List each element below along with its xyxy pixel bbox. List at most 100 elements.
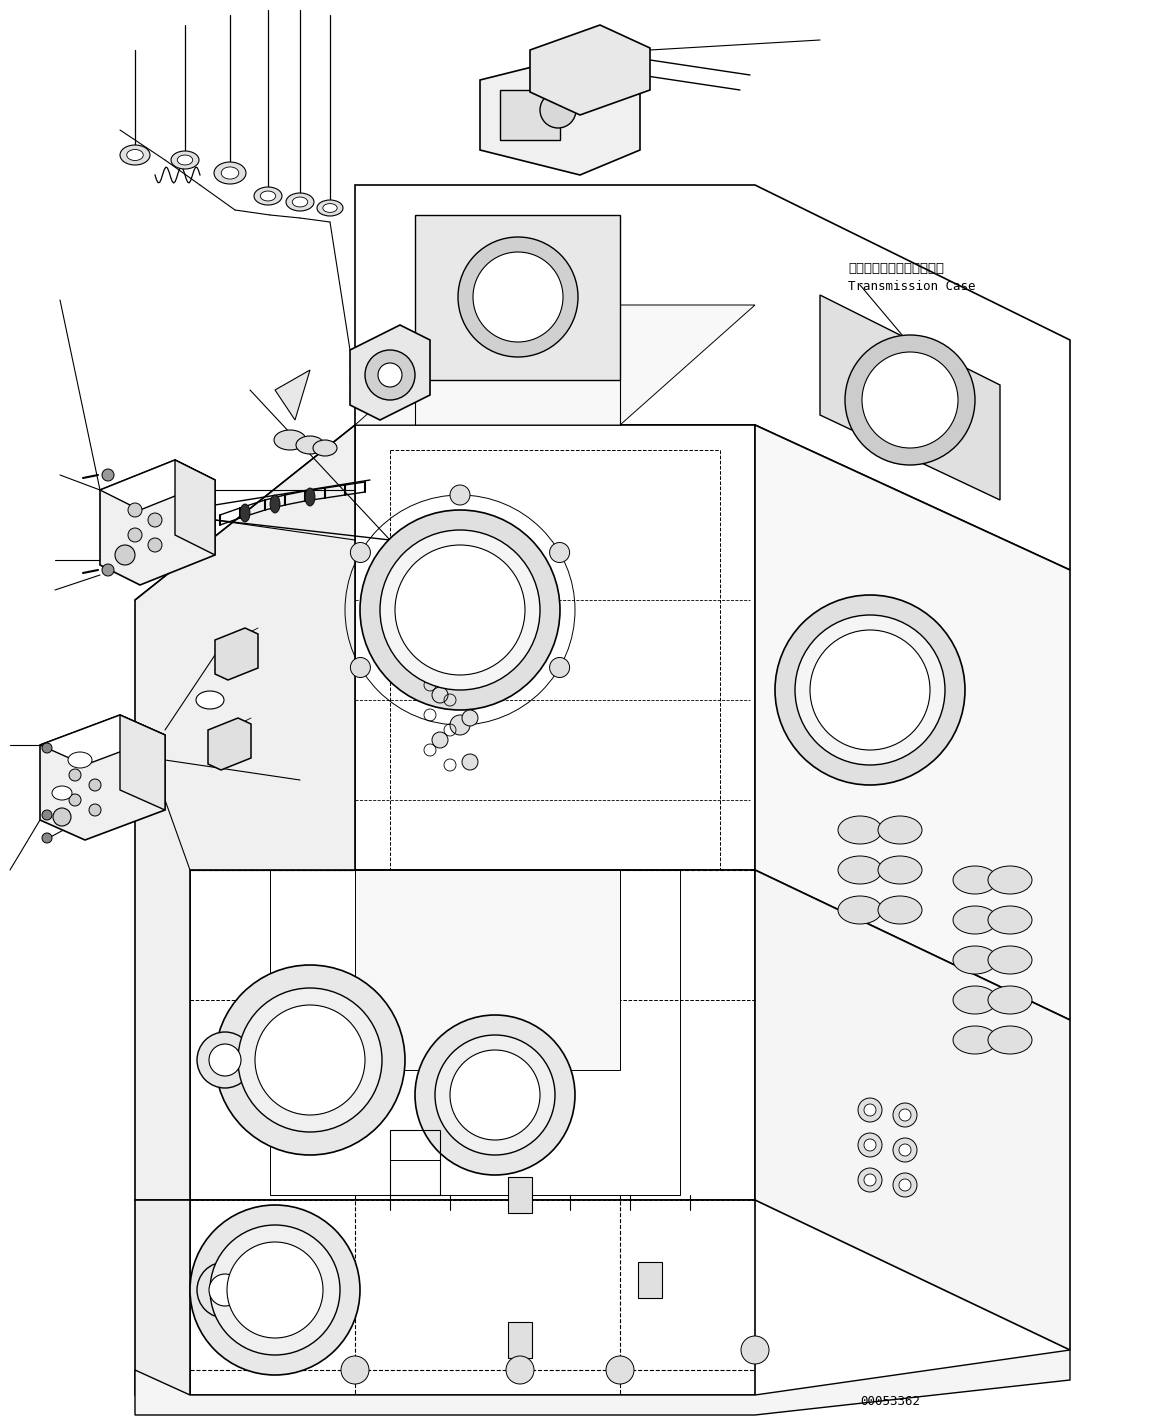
Circle shape [450,485,470,505]
Circle shape [550,542,570,562]
Polygon shape [190,870,755,1201]
Bar [508,1322,531,1358]
Polygon shape [355,185,1070,570]
Text: 00053362: 00053362 [859,1395,920,1407]
Circle shape [893,1174,916,1196]
Circle shape [431,687,448,703]
Ellipse shape [240,503,250,522]
Ellipse shape [952,945,997,974]
Ellipse shape [952,1025,997,1054]
Polygon shape [120,714,165,810]
Circle shape [858,1098,882,1122]
Polygon shape [355,870,620,1070]
Polygon shape [755,870,1070,1350]
Ellipse shape [221,167,238,180]
Ellipse shape [67,752,92,769]
Bar [638,1262,662,1298]
Polygon shape [40,714,165,840]
Circle shape [775,595,965,784]
Ellipse shape [878,896,922,924]
Circle shape [458,237,578,356]
Circle shape [42,810,52,820]
Circle shape [462,710,478,726]
Ellipse shape [323,204,337,212]
Polygon shape [215,627,258,680]
Circle shape [148,538,162,552]
Polygon shape [820,295,1000,501]
Circle shape [361,511,561,710]
Ellipse shape [952,906,997,934]
Ellipse shape [274,431,306,451]
Circle shape [864,1174,876,1186]
Circle shape [69,794,81,806]
Polygon shape [100,461,215,511]
Ellipse shape [989,985,1032,1014]
Polygon shape [190,1201,755,1395]
Ellipse shape [839,816,882,844]
Circle shape [255,1005,365,1115]
Circle shape [69,769,81,781]
Ellipse shape [989,945,1032,974]
Circle shape [365,349,415,401]
Circle shape [102,565,114,576]
Ellipse shape [254,187,281,205]
Ellipse shape [878,856,922,884]
Circle shape [115,545,135,565]
Circle shape [102,469,114,481]
Bar [500,90,561,140]
Polygon shape [135,1350,1070,1415]
Polygon shape [135,1201,190,1395]
Ellipse shape [297,436,324,453]
Polygon shape [530,26,650,116]
Circle shape [395,545,525,674]
Ellipse shape [952,985,997,1014]
Ellipse shape [171,151,199,170]
Ellipse shape [305,488,315,506]
Circle shape [53,809,71,826]
Circle shape [435,1035,555,1155]
Circle shape [899,1179,911,1191]
Circle shape [415,1015,575,1175]
Circle shape [550,657,570,677]
Circle shape [211,1225,340,1355]
Circle shape [864,1104,876,1117]
Ellipse shape [177,155,193,165]
Polygon shape [415,215,620,379]
Ellipse shape [878,816,922,844]
Ellipse shape [839,856,882,884]
Circle shape [795,615,946,764]
Circle shape [350,657,370,677]
Ellipse shape [313,441,337,456]
Circle shape [473,252,563,342]
Circle shape [42,833,52,843]
Polygon shape [755,425,1070,1020]
Circle shape [128,528,142,542]
Ellipse shape [839,896,882,924]
Ellipse shape [214,163,247,184]
Circle shape [197,1032,254,1088]
Polygon shape [100,461,215,585]
Circle shape [128,503,142,518]
Circle shape [90,804,101,816]
Circle shape [431,732,448,749]
Circle shape [899,1144,911,1156]
Circle shape [846,335,975,465]
Circle shape [809,630,930,750]
Circle shape [42,743,52,753]
Ellipse shape [52,786,72,800]
Circle shape [148,513,162,528]
Circle shape [462,754,478,770]
Polygon shape [208,719,251,770]
Polygon shape [40,714,165,764]
Circle shape [858,1168,882,1192]
Polygon shape [355,305,755,425]
Ellipse shape [261,191,276,201]
Text: トランスミッションケース: トランスミッションケース [848,262,944,275]
Circle shape [606,1356,634,1385]
Polygon shape [174,461,215,555]
Circle shape [864,1139,876,1151]
Polygon shape [355,425,755,870]
Ellipse shape [989,906,1032,934]
Ellipse shape [292,197,308,207]
Text: Transmission Case: Transmission Case [848,279,976,292]
